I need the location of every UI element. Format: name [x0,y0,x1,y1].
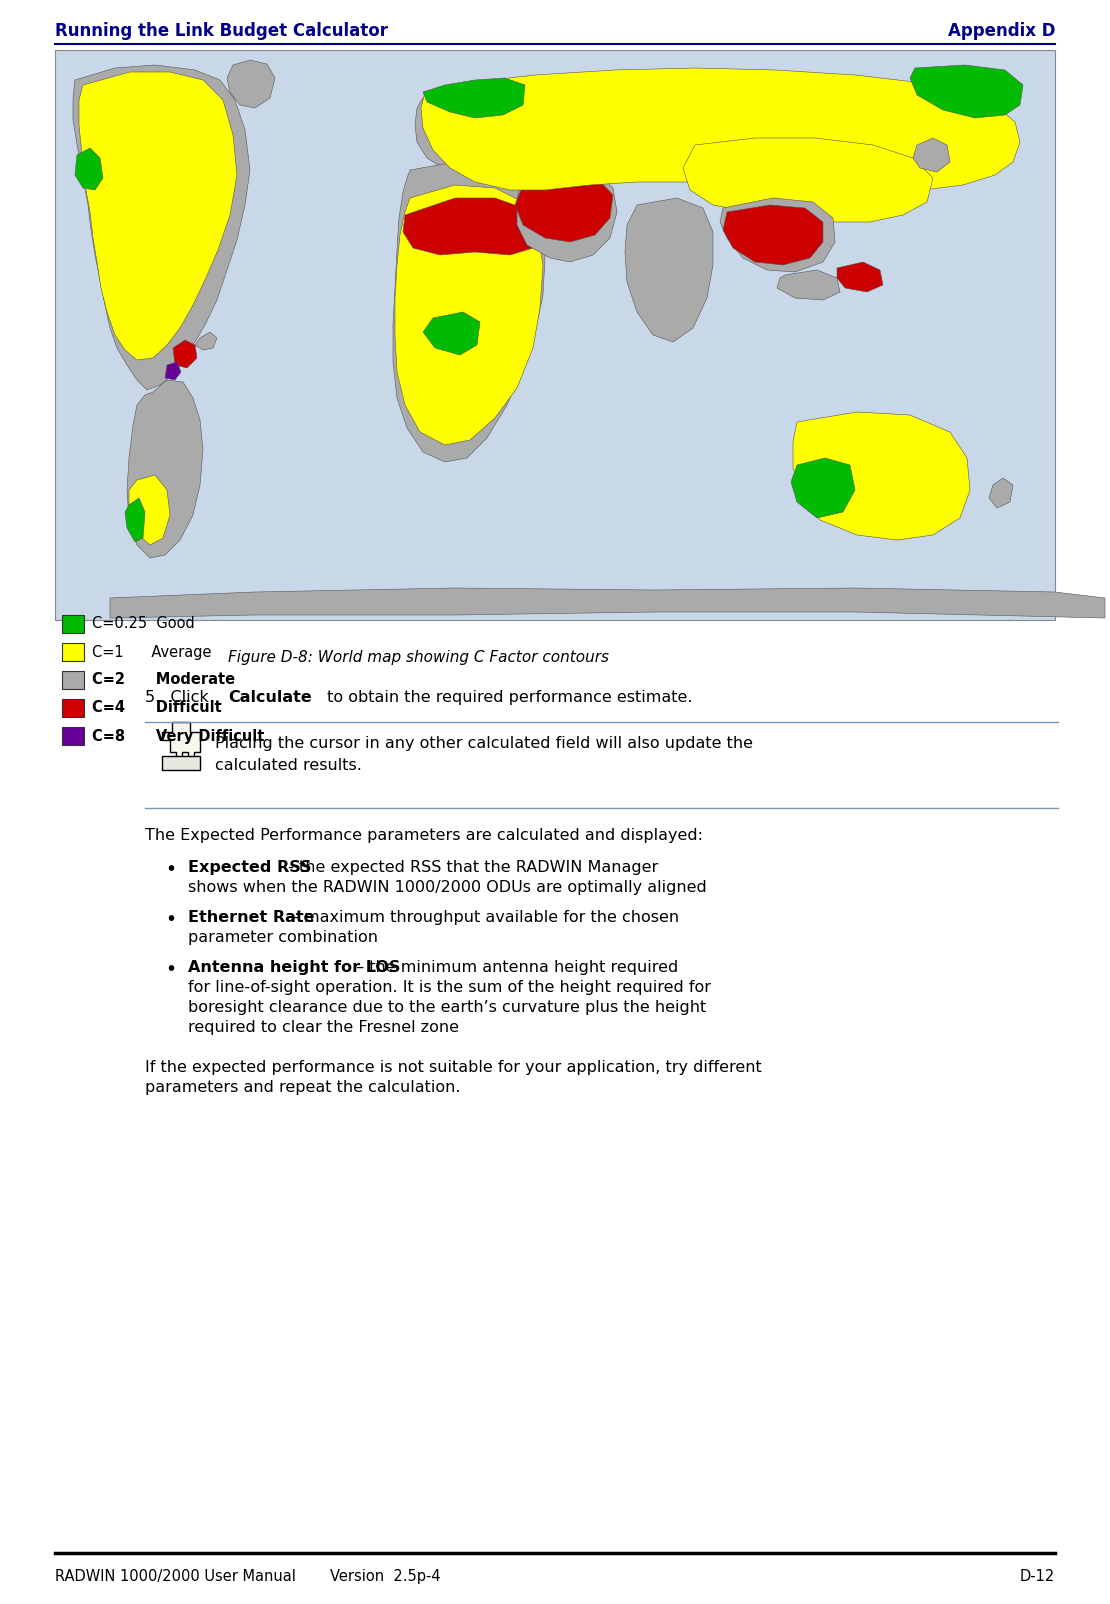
Text: 5.  Click: 5. Click [145,690,214,706]
Polygon shape [395,184,543,444]
Text: C=4      Difficult: C=4 Difficult [92,701,222,715]
Text: parameters and repeat the calculation.: parameters and repeat the calculation. [145,1079,461,1096]
Polygon shape [423,313,480,354]
Text: Version  2.5p-4: Version 2.5p-4 [330,1569,441,1585]
Polygon shape [791,459,855,518]
Polygon shape [79,72,238,359]
Text: •: • [165,961,176,978]
Text: C=2      Moderate: C=2 Moderate [92,672,235,688]
Polygon shape [162,722,200,762]
Text: C=0.25  Good: C=0.25 Good [92,616,194,632]
Text: The Expected Performance parameters are calculated and displayed:: The Expected Performance parameters are … [145,828,703,844]
FancyBboxPatch shape [162,755,200,770]
Text: required to clear the Fresnel zone: required to clear the Fresnel zone [188,1020,460,1035]
Text: Running the Link Budget Calculator: Running the Link Budget Calculator [56,22,388,40]
Text: Expected RSS: Expected RSS [188,860,312,876]
Polygon shape [423,79,525,119]
Text: Appendix D: Appendix D [948,22,1054,40]
Text: - the expected RSS that the RADWIN Manager: - the expected RSS that the RADWIN Manag… [283,860,658,876]
Text: C=1      Average: C=1 Average [92,645,212,659]
Polygon shape [910,66,1023,119]
Polygon shape [723,205,823,265]
Polygon shape [720,197,835,273]
Text: •: • [165,860,176,879]
Polygon shape [914,138,950,172]
Polygon shape [173,340,196,367]
Polygon shape [517,168,617,261]
FancyBboxPatch shape [62,727,84,744]
FancyBboxPatch shape [62,670,84,690]
Polygon shape [989,478,1013,508]
Polygon shape [228,59,275,107]
FancyBboxPatch shape [62,643,84,661]
Polygon shape [195,332,216,350]
Text: Calculate: Calculate [228,690,312,706]
Polygon shape [837,261,882,292]
Text: Antenna height for LOS: Antenna height for LOS [188,961,401,975]
Polygon shape [75,148,103,189]
Polygon shape [403,197,537,255]
Polygon shape [515,175,613,242]
Text: C=8      Very Difficult: C=8 Very Difficult [92,728,264,744]
Polygon shape [165,363,181,380]
Text: shows when the RADWIN 1000/2000 ODUs are optimally aligned: shows when the RADWIN 1000/2000 ODUs are… [188,881,707,895]
Text: for line-of-sight operation. It is the sum of the height required for: for line-of-sight operation. It is the s… [188,980,712,994]
Text: If the expected performance is not suitable for your application, try different: If the expected performance is not suita… [145,1060,761,1075]
Polygon shape [125,497,145,542]
Text: Placing the cursor in any other calculated field will also update the: Placing the cursor in any other calculat… [215,736,753,751]
Text: Ethernet Rate: Ethernet Rate [188,909,314,926]
Polygon shape [110,589,1104,618]
Text: D-12: D-12 [1020,1569,1054,1585]
Polygon shape [393,162,545,462]
Text: to obtain the required performance estimate.: to obtain the required performance estim… [322,690,693,706]
Polygon shape [129,475,170,545]
Polygon shape [127,380,203,558]
Text: boresight clearance due to the earth’s curvature plus the height: boresight clearance due to the earth’s c… [188,999,706,1015]
Polygon shape [777,269,840,300]
Polygon shape [415,90,519,172]
Polygon shape [683,138,934,221]
Polygon shape [625,197,713,342]
Text: calculated results.: calculated results. [215,759,362,773]
FancyBboxPatch shape [62,699,84,717]
Text: - maximum throughput available for the chosen: - maximum throughput available for the c… [287,909,679,926]
FancyBboxPatch shape [62,614,84,634]
Text: – the minimum antenna height required: – the minimum antenna height required [351,961,678,975]
FancyBboxPatch shape [56,50,1054,621]
Polygon shape [421,67,1020,192]
Polygon shape [73,66,250,390]
Text: parameter combination: parameter combination [188,930,379,945]
Text: RADWIN 1000/2000 User Manual: RADWIN 1000/2000 User Manual [56,1569,296,1585]
Text: •: • [165,909,176,929]
Polygon shape [793,412,970,541]
Text: Figure D-8: World map showing C Factor contours: Figure D-8: World map showing C Factor c… [228,650,609,666]
